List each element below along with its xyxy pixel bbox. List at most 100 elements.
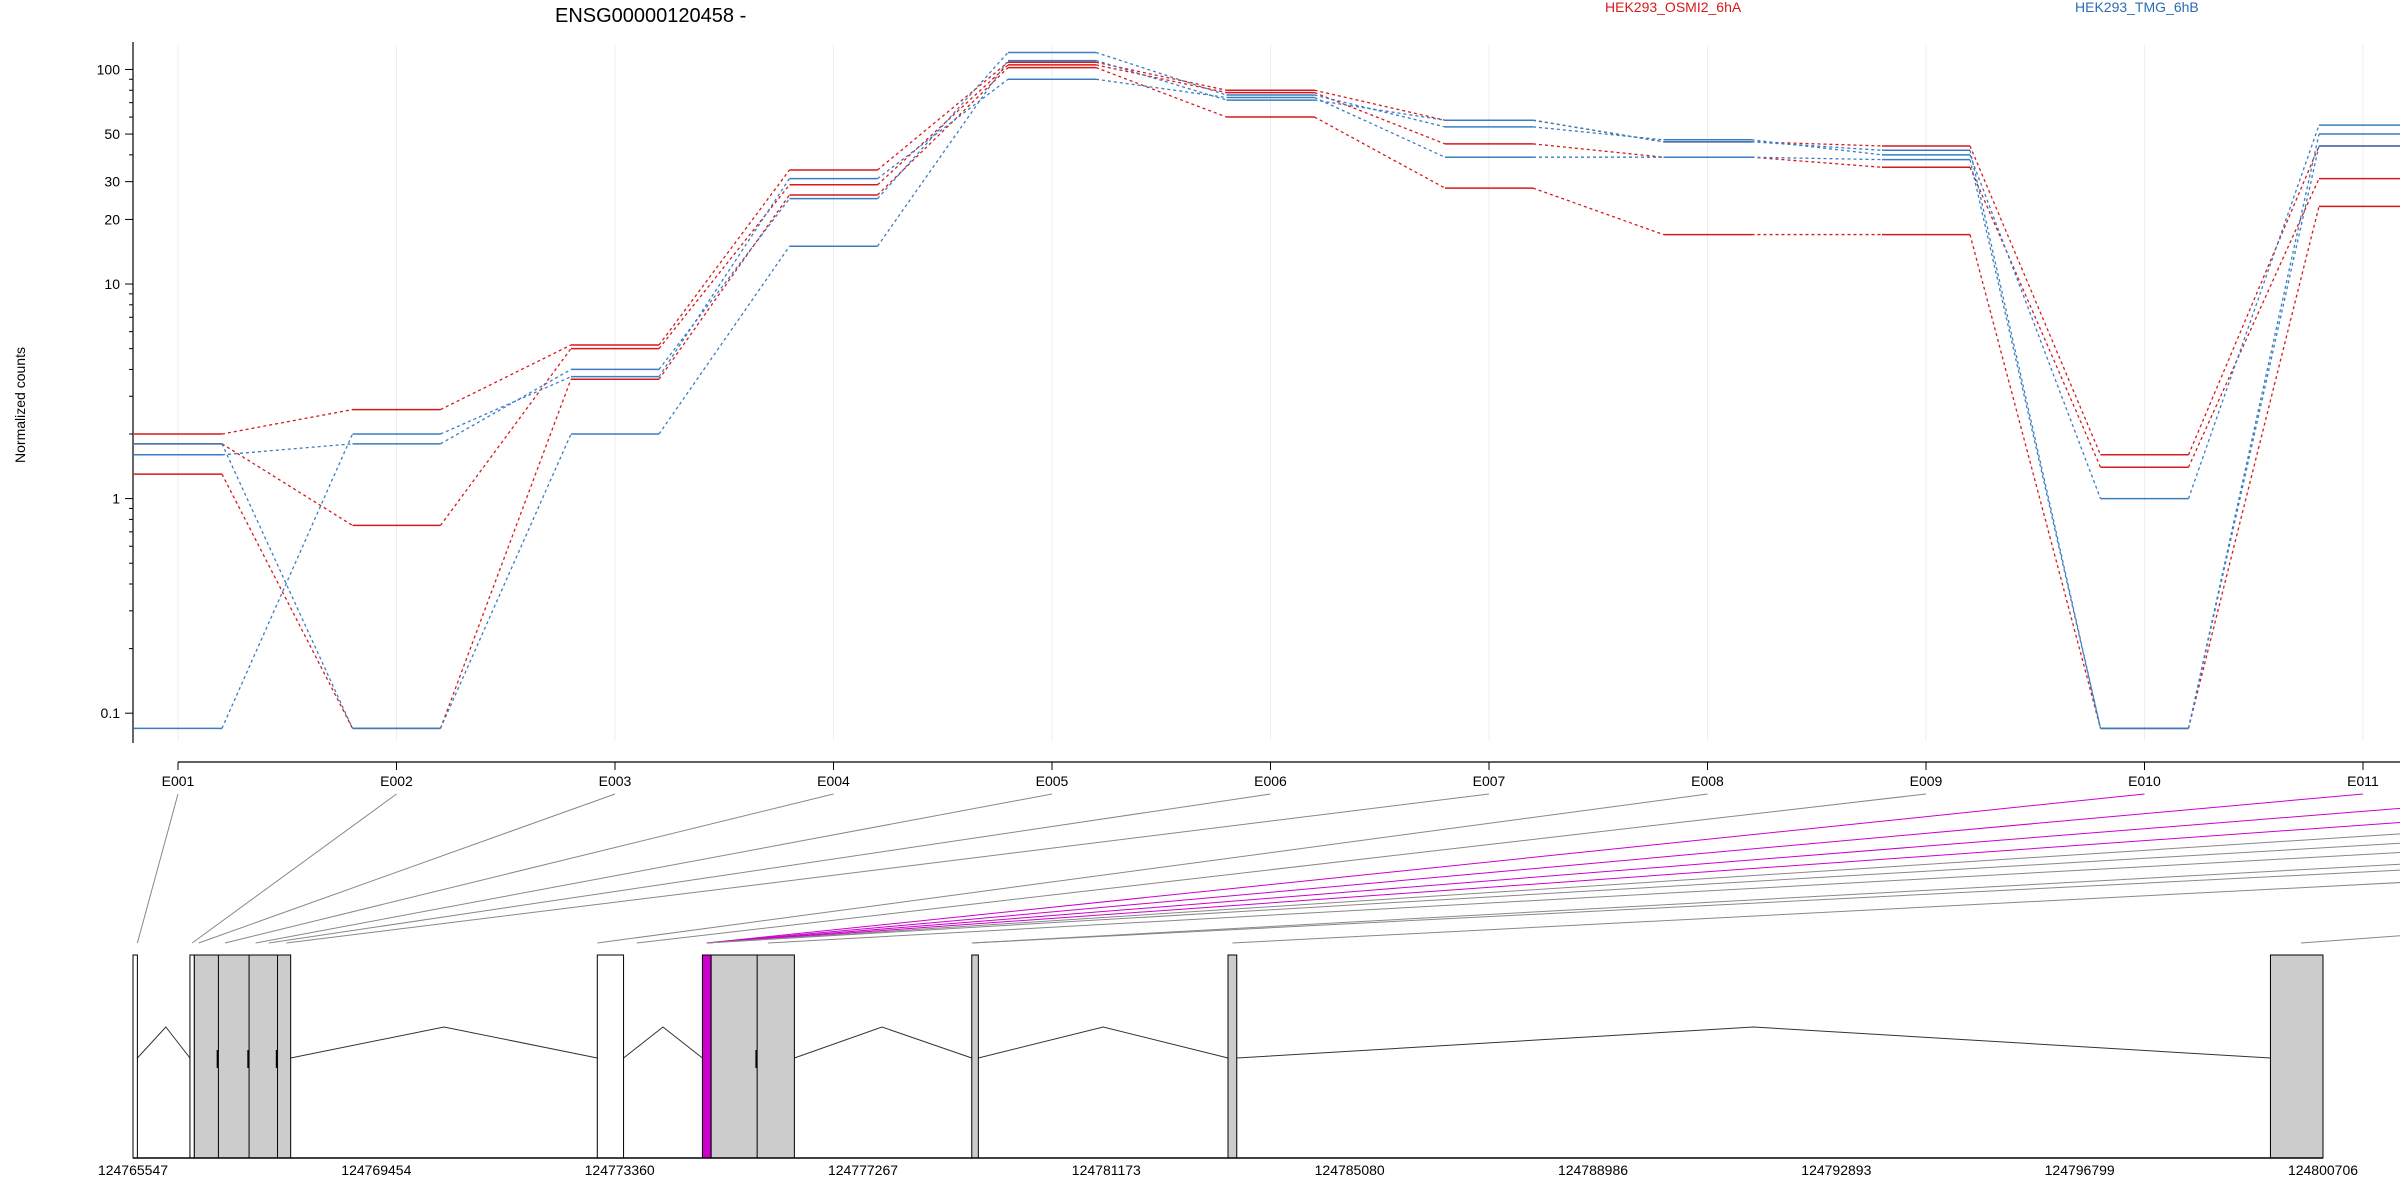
coordinate-label: 124777267 — [828, 1162, 898, 1178]
bin-connector — [971, 863, 2400, 944]
bin-transition — [1095, 78, 1227, 99]
bin-transition — [1532, 126, 1664, 141]
chart-title: ENSG00000120458 - — [555, 5, 746, 27]
bin-transition — [1314, 96, 1446, 158]
x-tick-label: E002 — [380, 773, 413, 789]
bin-transition — [1532, 187, 1664, 236]
y-tick-label: 50 — [104, 126, 120, 142]
bin-transition — [439, 379, 572, 729]
exon-block — [710, 954, 795, 1159]
bin-transition — [1969, 150, 2102, 729]
exon-block — [193, 954, 292, 1159]
bin-transition — [1751, 141, 1883, 147]
x-axis: E001 E002 E003 E004 E005 E006 E007 E008 E009 E010… — [162, 761, 2400, 789]
coordinate-label: 124792893 — [1801, 1162, 1871, 1178]
bin-transition — [658, 169, 791, 346]
x-tick-label: E006 — [1254, 773, 1287, 789]
y-axis-label: Normalized counts — [12, 347, 28, 463]
coordinate-label: 124769454 — [341, 1162, 411, 1178]
series-1 — [134, 61, 2400, 456]
bin-transition — [439, 348, 572, 526]
bin-transition — [1095, 66, 1227, 118]
intron-line — [623, 1026, 703, 1059]
coordinate-label: 124773360 — [585, 1162, 655, 1178]
legend-osmi: HEK293_OSMI2_6hA — [1605, 0, 1742, 15]
bin-transition — [1532, 143, 1664, 158]
grid-lines — [177, 45, 2364, 740]
bin-transition — [1314, 94, 1446, 128]
series-3 — [134, 66, 2400, 730]
bin-connector — [286, 793, 1490, 944]
bin-transition — [1751, 141, 1883, 151]
bin-transition — [221, 443, 353, 526]
coordinate-label: 124765547 — [98, 1162, 168, 1178]
bin-transition — [1969, 145, 2102, 456]
bin-transition — [2187, 145, 2320, 729]
x-tick-label: E001 — [162, 773, 195, 789]
coordinate-label: 124785080 — [1315, 1162, 1385, 1178]
bin-connector — [706, 842, 2400, 944]
bin-transition — [658, 178, 791, 378]
genomic-coordinates: 124765547 124769454 124773360 124777267 1247… — [98, 1162, 2358, 1178]
bin-transition — [1969, 154, 2102, 499]
bin-transition — [440, 376, 572, 435]
bin-transition — [1095, 59, 1227, 101]
x-tick-label: E004 — [817, 773, 850, 789]
bin-transition — [1751, 156, 1883, 168]
bin-transition — [1095, 64, 1227, 94]
bin-connector — [636, 793, 1927, 944]
bin-connector — [1232, 882, 2400, 944]
coordinate-label: 124796799 — [2045, 1162, 2115, 1178]
bin-transition — [877, 52, 1009, 200]
bin-connector — [971, 869, 2400, 944]
series-2 — [134, 64, 2400, 527]
bin-transition — [1314, 91, 1446, 145]
bin-transition — [1532, 119, 1664, 143]
intron-line — [1236, 1026, 2271, 1059]
bin-connector — [706, 793, 2364, 944]
intron-line — [794, 1026, 972, 1059]
y-tick-label: 20 — [104, 211, 120, 227]
intron-line — [978, 1026, 1229, 1059]
x-tick-label: E008 — [1691, 773, 1724, 789]
x-tick-label: E007 — [1473, 773, 1506, 789]
series-lines — [134, 51, 2400, 730]
y-tick-label: 100 — [97, 61, 121, 77]
exon-block — [189, 954, 195, 1159]
bin-transition — [658, 184, 791, 350]
exon-block — [971, 954, 979, 1159]
bin-transition — [439, 433, 572, 729]
exon-block — [1227, 954, 1238, 1159]
intron-line — [290, 1026, 598, 1059]
bin-transition — [2187, 178, 2320, 468]
coordinate-label: 124800706 — [2288, 1162, 2358, 1178]
bin-connector — [706, 833, 2400, 944]
bin-transition — [877, 78, 1009, 180]
bin-transition — [2187, 206, 2320, 729]
legend-tmg: HEK293_TMG_6hB — [2075, 0, 2199, 15]
bin-connector — [268, 793, 1271, 944]
y-tick-label: 0.1 — [101, 705, 121, 721]
bin-connector — [597, 793, 1708, 944]
bin-transition — [1969, 234, 2102, 729]
bin-transition — [440, 344, 572, 411]
exon-block — [132, 954, 138, 1159]
bin-connector — [224, 793, 834, 944]
bin-transition — [440, 368, 572, 445]
bin-transition — [658, 198, 791, 370]
bin-transition — [221, 443, 353, 456]
intron-line — [137, 1026, 191, 1059]
bin-transition — [658, 194, 791, 380]
bin-transition — [1314, 116, 1446, 189]
bin-connector — [706, 807, 2400, 944]
bin-transition — [221, 473, 354, 729]
series-4 — [134, 51, 2400, 500]
x-tick-label: E009 — [1910, 773, 1943, 789]
x-tick-label: E011 — [2347, 773, 2379, 789]
bin-transition — [1095, 51, 1227, 96]
bin-connector — [198, 793, 616, 944]
exon-block — [2269, 954, 2324, 1159]
bin-transition — [1314, 89, 1446, 121]
y-tick-label: 1 — [112, 491, 120, 507]
